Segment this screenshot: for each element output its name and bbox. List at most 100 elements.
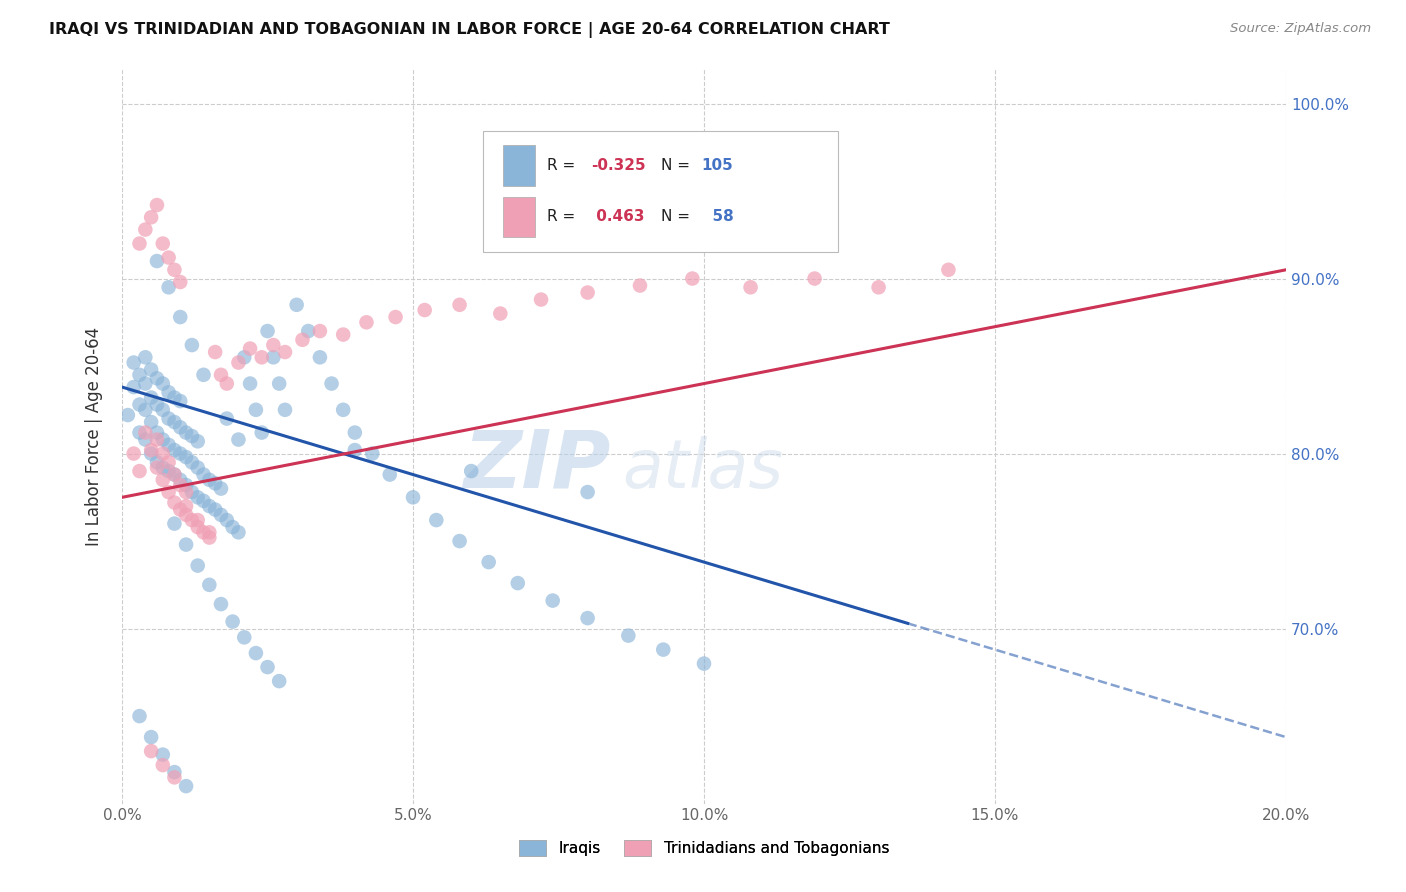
Point — [141, 446, 163, 460]
Point — [157, 438, 180, 452]
Point — [204, 476, 226, 491]
Point — [134, 351, 156, 365]
Point — [141, 415, 163, 429]
Point — [413, 303, 436, 318]
Point — [169, 394, 191, 409]
Point — [309, 351, 332, 365]
Point — [134, 425, 156, 440]
Point — [146, 433, 169, 447]
Point — [163, 765, 186, 780]
Point — [215, 411, 238, 425]
Point — [141, 211, 163, 225]
Point — [460, 464, 482, 478]
Point — [576, 611, 599, 625]
Point — [269, 376, 291, 391]
Point — [134, 222, 156, 236]
Point — [169, 310, 191, 324]
Point — [221, 520, 243, 534]
Point — [343, 443, 366, 458]
Point — [198, 499, 221, 513]
Point — [449, 534, 471, 549]
Point — [174, 499, 197, 513]
Point — [128, 398, 150, 412]
Point — [141, 391, 163, 405]
Point — [187, 520, 209, 534]
Point — [361, 446, 384, 460]
Point — [209, 368, 232, 382]
Text: -0.325: -0.325 — [591, 158, 645, 173]
Point — [174, 508, 197, 522]
Point — [245, 402, 267, 417]
Point — [297, 324, 319, 338]
Point — [180, 338, 202, 352]
Point — [187, 491, 209, 505]
Point — [180, 513, 202, 527]
Point — [233, 351, 256, 365]
Point — [122, 446, 145, 460]
Point — [681, 271, 703, 285]
Point — [198, 531, 221, 545]
Point — [146, 198, 169, 212]
Point — [187, 558, 209, 573]
Point — [506, 576, 529, 591]
Point — [250, 425, 273, 440]
Point — [256, 324, 278, 338]
Point — [169, 473, 191, 487]
Point — [221, 615, 243, 629]
Point — [291, 333, 314, 347]
Point — [122, 355, 145, 369]
Point — [204, 502, 226, 516]
Point — [157, 411, 180, 425]
Text: N =: N = — [661, 210, 695, 224]
Point — [152, 747, 174, 762]
Point — [180, 455, 202, 469]
Point — [152, 460, 174, 475]
Point — [209, 597, 232, 611]
Point — [128, 236, 150, 251]
Point — [128, 425, 150, 440]
Point — [576, 285, 599, 300]
Text: 58: 58 — [702, 210, 734, 224]
Point — [233, 631, 256, 645]
Point — [245, 646, 267, 660]
Point — [152, 473, 174, 487]
Point — [174, 538, 197, 552]
Point — [169, 275, 191, 289]
Point — [343, 425, 366, 440]
Point — [652, 642, 675, 657]
Point — [163, 467, 186, 482]
Point — [174, 450, 197, 464]
Point — [128, 709, 150, 723]
FancyBboxPatch shape — [503, 196, 536, 237]
Point — [617, 629, 640, 643]
Point — [209, 508, 232, 522]
Point — [152, 433, 174, 447]
Point — [157, 464, 180, 478]
Point — [146, 371, 169, 385]
Point — [157, 280, 180, 294]
Point — [378, 467, 401, 482]
Point — [938, 262, 960, 277]
Point — [193, 525, 215, 540]
Point — [180, 485, 202, 500]
Point — [152, 758, 174, 772]
Point — [576, 485, 599, 500]
Point — [262, 338, 284, 352]
Text: R =: R = — [547, 210, 581, 224]
Text: ZIP: ZIP — [464, 426, 610, 505]
Point — [256, 660, 278, 674]
Point — [204, 345, 226, 359]
Point — [163, 443, 186, 458]
Point — [169, 502, 191, 516]
Point — [169, 446, 191, 460]
Point — [146, 254, 169, 268]
Point — [141, 744, 163, 758]
Point — [269, 674, 291, 689]
Point — [146, 460, 169, 475]
Point — [332, 402, 354, 417]
Point — [628, 278, 651, 293]
Point — [803, 271, 825, 285]
Text: 0.463: 0.463 — [591, 210, 644, 224]
Point — [187, 434, 209, 449]
Point — [146, 398, 169, 412]
